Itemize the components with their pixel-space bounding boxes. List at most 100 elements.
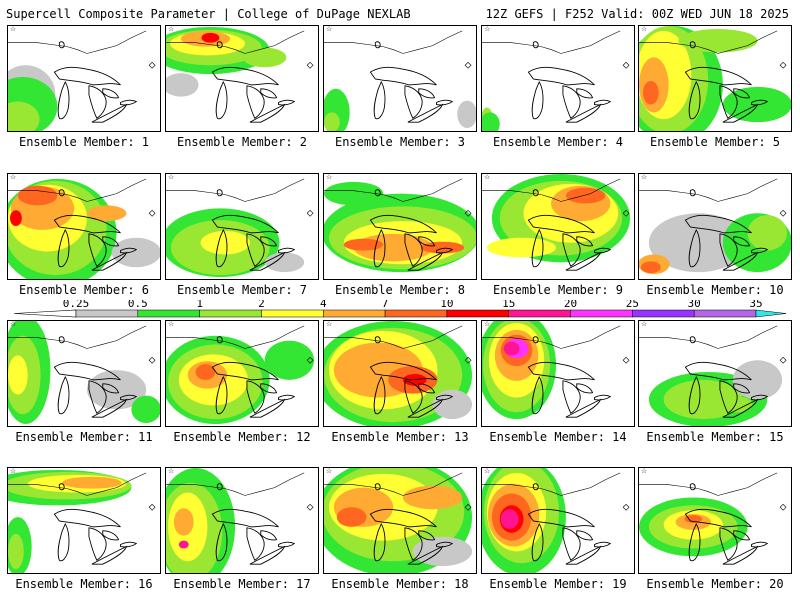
island-outline (779, 356, 787, 364)
lake-outline (594, 247, 612, 254)
lake-outline (53, 361, 121, 381)
station-star-icon: ☆ (168, 26, 174, 33)
lake-outline (216, 189, 223, 197)
lake-outline (215, 228, 228, 268)
scp-contour-fill (503, 341, 520, 356)
colorbar-tick-label: 0.5 (128, 300, 148, 310)
member-label: Ensemble Member: 7 (176, 283, 308, 297)
lake-outline (576, 530, 594, 541)
ensemble-map-panel: ☆ (165, 467, 319, 574)
island-outline (779, 503, 787, 511)
colorbar-bin (446, 309, 509, 318)
lake-outline (562, 233, 581, 267)
lake-outline (689, 41, 696, 49)
lake-outline (404, 380, 423, 414)
scp-contour-fill (402, 485, 463, 510)
lake-outline (733, 530, 751, 541)
lake-outline (689, 483, 696, 491)
scp-contour-fill (242, 47, 287, 68)
lake-outline (684, 66, 752, 86)
scp-contour-fill (131, 395, 160, 424)
lake-outline (57, 80, 70, 120)
island-outline (148, 503, 156, 511)
scp-contour-fill (336, 507, 367, 527)
member-label: Ensemble Member: 12 (173, 430, 311, 444)
border-line (482, 178, 621, 202)
ensemble-map-panel: ☆ (323, 320, 477, 427)
colorbar-low-arrow (14, 309, 77, 318)
lake-outline (404, 527, 423, 561)
station-star-icon: ☆ (168, 174, 174, 181)
member-label: Ensemble Member: 11 (15, 430, 153, 444)
lake-outline (369, 361, 437, 381)
station-star-icon: ☆ (641, 321, 647, 328)
lake-outline (88, 380, 107, 414)
colorbar-tick-label: 0.25 (63, 300, 90, 310)
lake-outline (688, 522, 701, 562)
lake-outline (374, 41, 381, 49)
station-star-icon: ☆ (641, 174, 647, 181)
border-line (166, 30, 305, 54)
lake-outline (373, 80, 386, 120)
ensemble-map-panel: ☆ (481, 467, 635, 574)
station-star-icon: ☆ (484, 26, 490, 33)
lake-outline (565, 398, 602, 418)
scp-contour-fill (432, 389, 473, 420)
colorbar-tick-label: 2 (258, 300, 265, 310)
lake-outline (531, 375, 544, 415)
lake-outline (88, 85, 107, 119)
island-outline (464, 61, 472, 69)
island-outline (464, 209, 472, 217)
lake-outline (102, 88, 120, 99)
border-line (324, 472, 463, 496)
border-line (166, 325, 305, 349)
lake-outline (689, 189, 696, 197)
member-label: Ensemble Member: 8 (334, 283, 466, 297)
station-star-icon: ☆ (168, 321, 174, 328)
colorbar-tick-label: 4 (320, 300, 327, 310)
lake-outline (211, 361, 279, 381)
scp-contour-fill (173, 508, 194, 536)
lake-outline (719, 233, 738, 267)
scp-contour-fill (8, 355, 28, 395)
lake-outline (684, 508, 752, 528)
island-outline (622, 356, 630, 364)
lake-outline (278, 247, 296, 254)
scp-contour-fill (8, 533, 24, 570)
scp-contour-fill (201, 32, 220, 43)
member-label: Ensemble Member: 18 (331, 577, 469, 591)
scp-contour-fill (324, 112, 340, 131)
member-label: Ensemble Member: 13 (331, 430, 469, 444)
colorbar-tick-label: 30 (688, 300, 701, 310)
border-line (482, 472, 621, 496)
scp-contour-fill (747, 215, 788, 251)
scp-contour-fill (343, 238, 384, 251)
border-line (639, 325, 778, 349)
station-star-icon: ☆ (484, 321, 490, 328)
member-label: Ensemble Member: 10 (646, 283, 784, 297)
member-label: Ensemble Member: 1 (18, 135, 150, 149)
station-star-icon: ☆ (326, 174, 332, 181)
island-outline (779, 61, 787, 69)
scp-field-map: ☆ (166, 26, 314, 123)
lake-outline (369, 508, 437, 528)
scp-field-map: ☆ (482, 26, 630, 131)
ensemble-map-panel: ☆ (481, 320, 635, 427)
scp-contour-fill (565, 187, 606, 204)
ensemble-map-panel: ☆ (7, 25, 161, 132)
lake-outline (562, 85, 581, 119)
border-line (8, 325, 147, 349)
lake-outline (531, 522, 544, 562)
member-label: Ensemble Member: 3 (334, 135, 466, 149)
lake-outline (249, 545, 286, 565)
scp-contour-fill (17, 185, 58, 206)
island-outline (306, 356, 314, 364)
member-label: Ensemble Member: 14 (489, 430, 627, 444)
member-label: Ensemble Member: 6 (18, 283, 150, 297)
scp-contour-fill (482, 112, 500, 131)
lake-outline (565, 103, 602, 123)
lake-outline (719, 527, 738, 561)
lake-outline (684, 214, 752, 234)
lake-outline (688, 228, 701, 268)
scp-contour-fill (166, 73, 199, 97)
